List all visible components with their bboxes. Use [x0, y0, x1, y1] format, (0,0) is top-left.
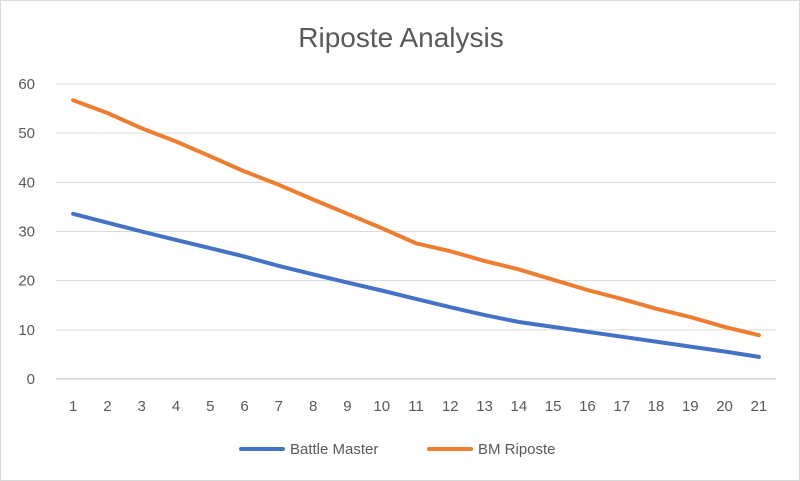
legend-label: Battle Master: [290, 441, 378, 458]
x-tick-label: 3: [138, 398, 146, 415]
x-tick-label: 18: [648, 398, 665, 415]
y-tick-label: 40: [18, 174, 35, 191]
x-tick-label: 7: [275, 398, 283, 415]
x-tick-label: 20: [716, 398, 733, 415]
x-tick-label: 5: [206, 398, 214, 415]
legend: Battle Master BM Riposte: [239, 441, 556, 458]
x-tick-label: 9: [343, 398, 351, 415]
x-tick-label: 19: [682, 398, 699, 415]
series-line-bm-riposte: [71, 98, 761, 338]
x-tick-label: 16: [579, 398, 596, 415]
y-tick-label: 30: [18, 224, 35, 241]
y-axis-ticks: 0 10 20 30 40 50 60: [18, 76, 35, 388]
series-line-battle-master: [71, 211, 761, 359]
x-tick-label: 8: [309, 398, 317, 415]
x-axis-ticks: 1 2 3 4 5 6 7 8 9 10 11 12 13 14 15 16 17 18 19 20 21: [69, 398, 767, 415]
x-tick-label: 1: [69, 398, 77, 415]
x-tick-label: 21: [751, 398, 768, 415]
x-tick-label: 15: [545, 398, 562, 415]
chart-title: Riposte Analysis: [298, 22, 503, 53]
x-tick-label: 6: [240, 398, 248, 415]
x-tick-label: 11: [408, 398, 424, 415]
legend-label: BM Riposte: [478, 441, 556, 458]
gridlines: [56, 83, 776, 380]
y-tick-label: 10: [18, 322, 35, 339]
x-tick-label: 13: [476, 398, 493, 415]
series-lines: [71, 98, 761, 359]
y-tick-label: 60: [18, 76, 35, 93]
x-tick-label: 2: [103, 398, 111, 415]
y-tick-label: 20: [18, 273, 35, 290]
x-tick-label: 10: [373, 398, 390, 415]
x-tick-label: 14: [511, 398, 528, 415]
x-tick-label: 4: [172, 398, 180, 415]
y-tick-label: 50: [18, 125, 35, 142]
y-tick-label: 0: [27, 371, 35, 388]
x-tick-label: 12: [442, 398, 459, 415]
x-tick-label: 17: [613, 398, 630, 415]
